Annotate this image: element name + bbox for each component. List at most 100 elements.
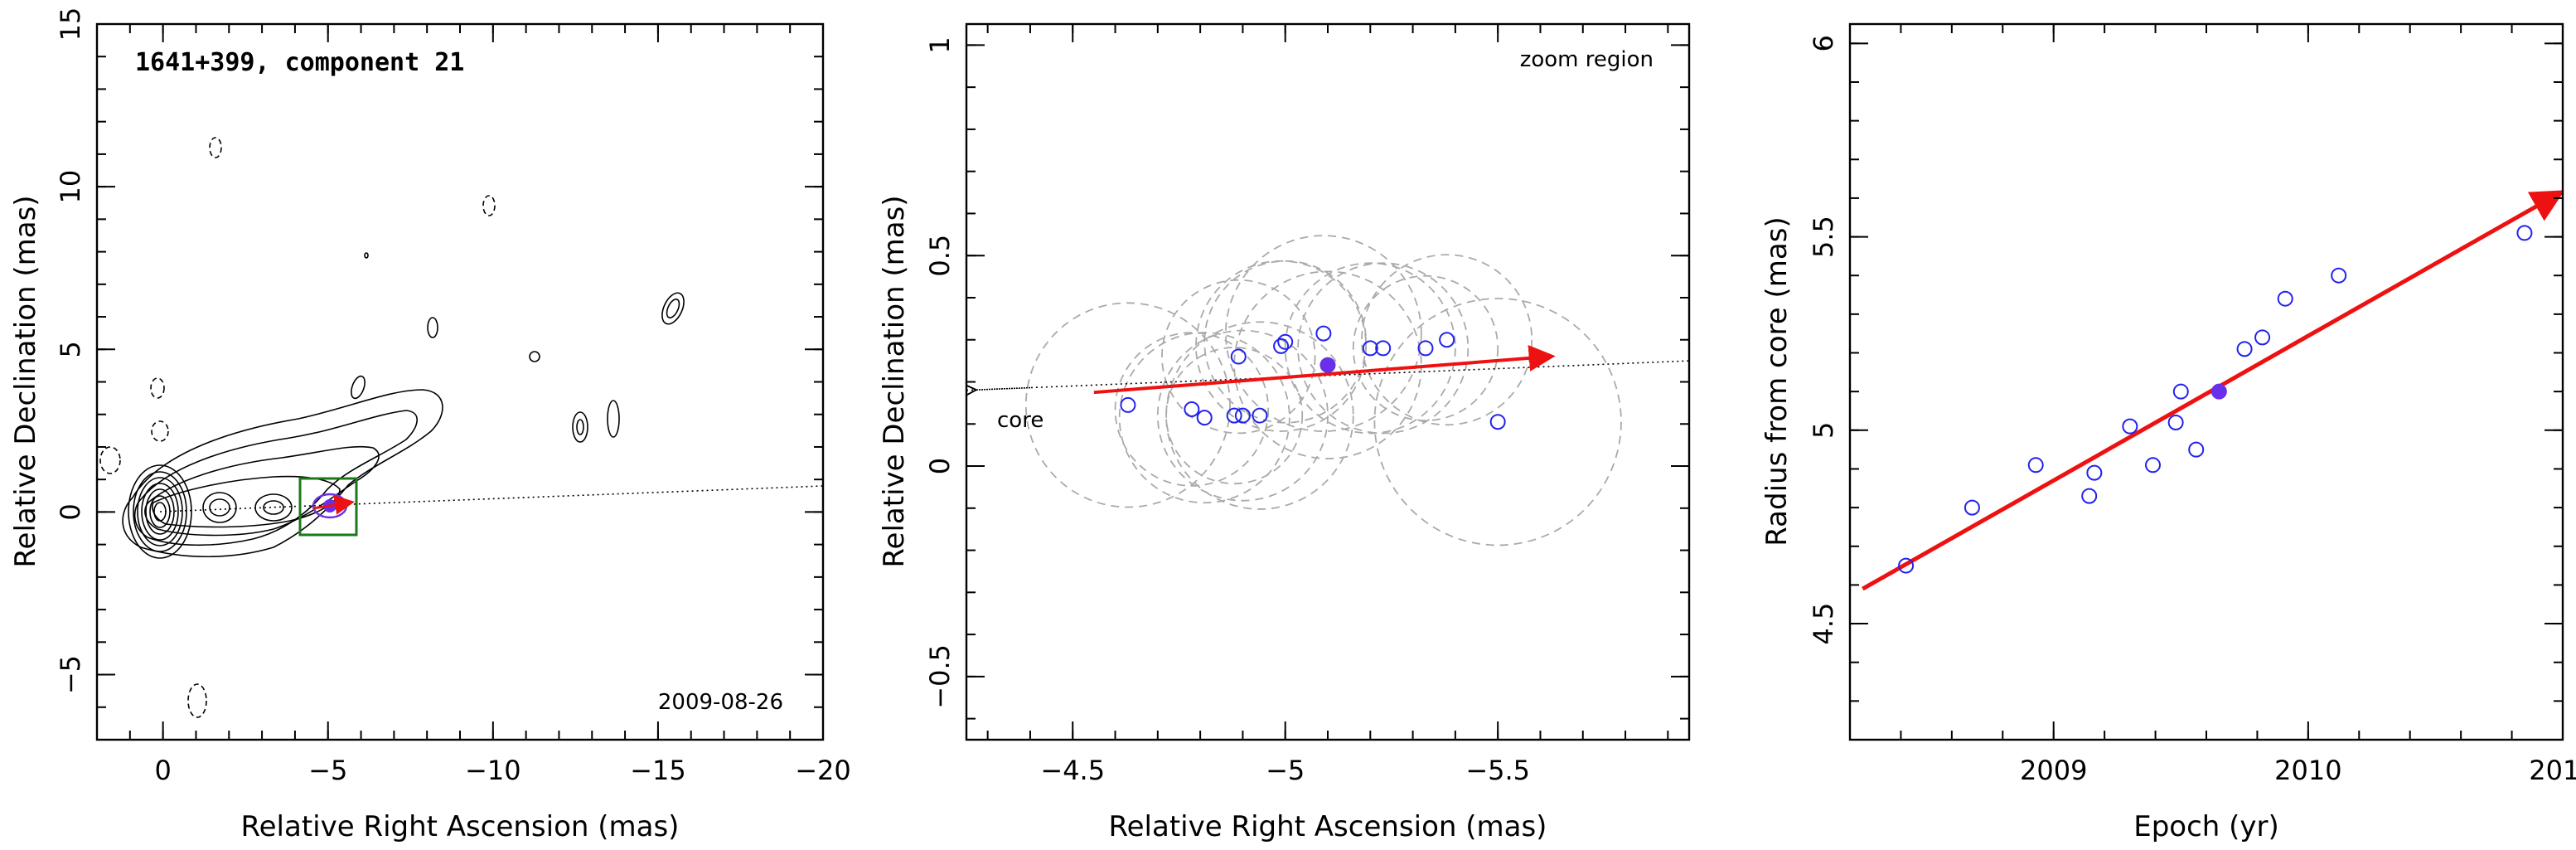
contour-core xyxy=(149,495,171,528)
panel1-ylabel: Relative Declination (mas) xyxy=(9,195,42,567)
contour-blob xyxy=(607,400,620,438)
panel3-ticks: 2009 2010 2011 4.5 5 5.5 6 xyxy=(1808,24,2576,786)
error-circle xyxy=(1118,332,1290,504)
contour-jet xyxy=(133,410,418,546)
contour-blob xyxy=(661,292,685,325)
error-circle xyxy=(1361,254,1533,426)
contour-blob xyxy=(427,317,438,338)
contour-blob xyxy=(364,252,369,259)
radius-point xyxy=(2277,290,2293,307)
error-circle xyxy=(1024,302,1231,508)
y-tick-label: 5.5 xyxy=(1808,216,1839,258)
error-circle xyxy=(1352,274,1499,421)
y-tick-label: 5 xyxy=(55,341,86,357)
error-circle xyxy=(1161,279,1316,435)
error-circle xyxy=(1224,235,1422,432)
jet-axis-line xyxy=(966,360,1689,391)
y-tick-label: 1 xyxy=(924,36,956,53)
contour-jet xyxy=(152,475,341,528)
contour-negative xyxy=(151,420,169,442)
position-point xyxy=(1196,410,1213,426)
contour-core xyxy=(145,488,175,535)
error-circle xyxy=(1373,298,1622,546)
error-circle xyxy=(1284,262,1456,435)
panel1-frame xyxy=(95,22,825,741)
zoom-box xyxy=(298,477,358,537)
position-point xyxy=(1417,340,1434,357)
position-point xyxy=(1273,338,1290,354)
radius-point xyxy=(1898,557,1915,574)
panel-radius-vs-epoch: 2009 2010 2011 4.5 5 5.5 6 Epoch (yr) Radius f… xyxy=(1760,22,2576,843)
radius-point xyxy=(2188,441,2205,458)
component-arrow xyxy=(312,494,355,515)
error-circle xyxy=(1233,270,1422,459)
jet-axis-line xyxy=(159,485,823,512)
error-circle xyxy=(1165,321,1354,510)
panel2-xlabel: Relative Right Ascension (mas) xyxy=(1109,810,1547,843)
position-point xyxy=(1230,348,1247,365)
contour-jet xyxy=(122,389,443,557)
contour-core xyxy=(128,464,192,559)
fit-line-arrow xyxy=(1862,190,2563,591)
radius-point xyxy=(2167,414,2184,430)
y-tick-label: 5 xyxy=(1808,422,1839,439)
radius-point xyxy=(2122,418,2138,435)
y-tick-label: −0.5 xyxy=(924,644,956,709)
position-point xyxy=(1234,407,1251,424)
radius-point xyxy=(2516,225,2533,241)
panel2-ticks: −4.5 −5 −5.5 −0.5 0 0.5 1 xyxy=(924,24,1689,786)
contour-blob xyxy=(529,351,540,362)
position-point xyxy=(1489,414,1506,430)
panel2-ylabel: Relative Declination (mas) xyxy=(878,195,911,567)
x-tick-label: −5 xyxy=(1266,755,1305,786)
contour-blob xyxy=(576,419,584,435)
contour-negative xyxy=(99,446,121,474)
position-point xyxy=(1277,333,1294,350)
error-circle xyxy=(1195,260,1368,432)
radius-point xyxy=(2236,341,2253,357)
radius-point xyxy=(2145,457,2161,474)
panel2-frame xyxy=(965,22,1691,741)
y-tick-label: 0 xyxy=(924,458,956,474)
zoom-region-label: zoom region xyxy=(1520,47,1654,72)
contour-jet xyxy=(144,445,380,537)
contour-core xyxy=(137,477,183,546)
y-tick-label: −5 xyxy=(55,655,86,694)
position-point xyxy=(1120,396,1136,413)
x-tick-label: 2009 xyxy=(2020,755,2087,786)
panel-contour-map: 0 −5 −10 −15 −20 −5 0 5 10 15 1641+399, component… xyxy=(9,7,851,843)
contour-negative xyxy=(150,377,165,399)
radius-point xyxy=(2081,488,2098,504)
contour-blob xyxy=(666,299,680,318)
radius-point xyxy=(2086,464,2103,481)
radius-points xyxy=(1898,225,2533,574)
panel1-xlabel: Relative Right Ascension (mas) xyxy=(241,810,680,843)
radius-point xyxy=(2331,267,2347,284)
y-tick-label: 4.5 xyxy=(1808,603,1839,645)
y-tick-label: 6 xyxy=(1808,35,1839,51)
motion-vector-arrow xyxy=(1093,344,1556,395)
position-point xyxy=(1375,340,1392,357)
error-circle xyxy=(1165,347,1304,485)
core-label: core xyxy=(997,408,1043,433)
contour-negative xyxy=(209,137,222,158)
position-point xyxy=(1226,407,1242,424)
contour-knot xyxy=(209,498,230,517)
error-circle xyxy=(1297,262,1470,435)
contour-core xyxy=(141,483,179,541)
y-tick-label: 0.5 xyxy=(924,235,956,277)
x-tick-label: −15 xyxy=(630,755,686,786)
contour-negative xyxy=(482,195,496,216)
x-tick-label: 0 xyxy=(154,755,171,786)
position-point xyxy=(1315,325,1332,342)
panel1-title: 1641+399, component 21 xyxy=(135,48,464,77)
position-points xyxy=(1120,325,1506,430)
contour-map xyxy=(99,137,823,718)
contour-blob xyxy=(572,411,588,443)
x-tick-label: −4.5 xyxy=(1040,755,1105,786)
position-point xyxy=(1362,340,1378,357)
radius-point xyxy=(1963,499,1980,516)
contour-knot xyxy=(202,492,237,523)
contour-knot xyxy=(263,500,284,515)
